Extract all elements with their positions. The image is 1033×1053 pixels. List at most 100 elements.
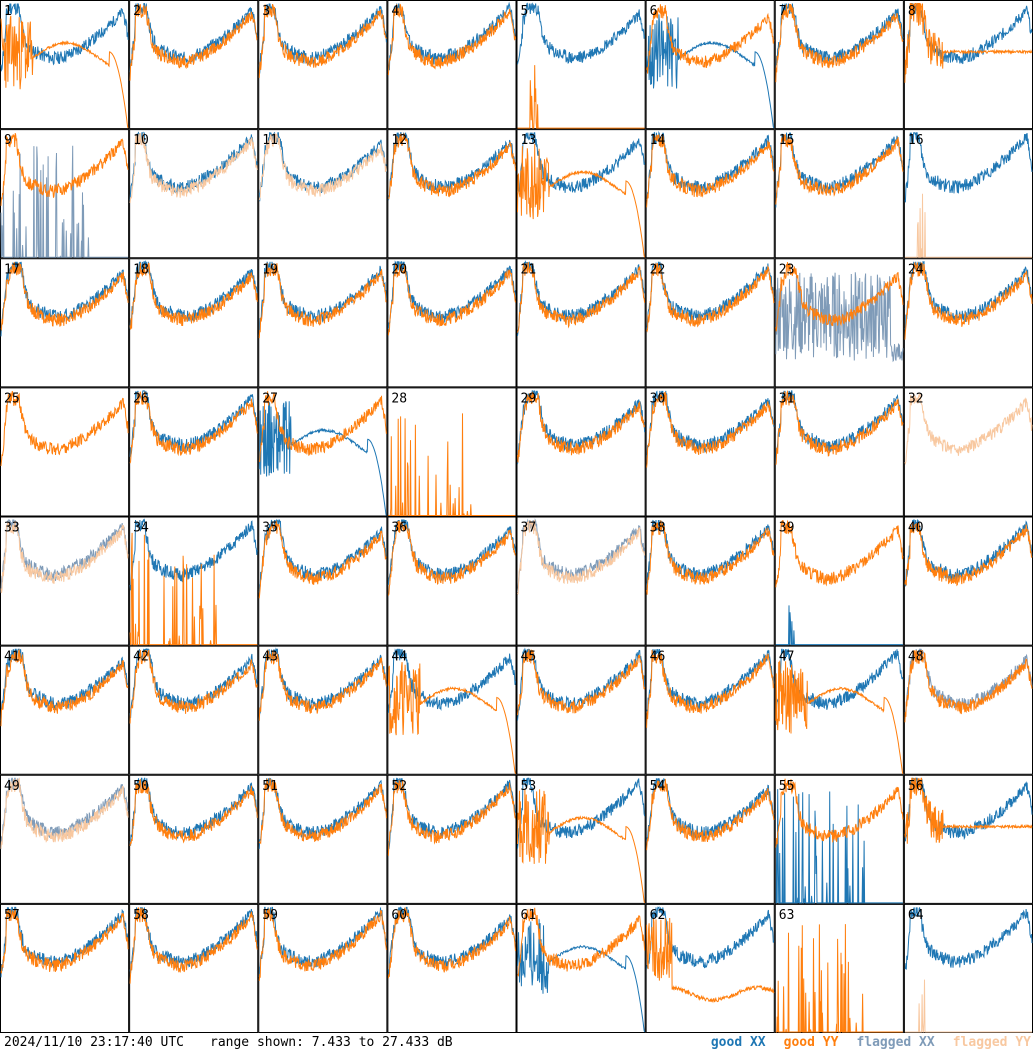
panel-label: 18	[133, 262, 149, 277]
panel-label: 53	[521, 779, 537, 794]
series-yy-line	[0, 391, 129, 467]
panel-label: 57	[4, 908, 20, 923]
panel-label: 2	[133, 4, 141, 19]
panel-44: 44	[387, 645, 517, 775]
series-xx-line	[258, 518, 387, 593]
series-xx-line	[775, 789, 903, 904]
series-yy-line	[129, 3, 258, 81]
legend-flagged-yy: flagged YY	[952, 1035, 1031, 1050]
panel-label: 20	[391, 262, 407, 277]
panel-label: 23	[779, 262, 795, 277]
panel-47: 47	[774, 645, 904, 775]
panel-34: 34	[129, 516, 259, 646]
panel-4: 4	[387, 0, 517, 130]
series-yy-line	[775, 133, 904, 205]
panel-frame	[129, 0, 259, 130]
panel-5: 5	[516, 0, 646, 130]
panel-label: 34	[133, 521, 149, 536]
series-xx-line	[258, 401, 387, 516]
panel-54: 54	[645, 774, 775, 904]
panel-label: 33	[4, 521, 20, 536]
panel-frame	[0, 0, 130, 130]
panel-label: 52	[391, 779, 407, 794]
series-yy-line	[646, 778, 775, 851]
series-xx-line	[904, 131, 1033, 203]
panel-62: 62	[645, 903, 775, 1033]
series-yy-line	[517, 65, 645, 129]
panel-frame	[387, 903, 517, 1033]
panel-frame	[129, 774, 259, 904]
series-xx-line	[517, 2, 646, 65]
panel-33: 33	[0, 516, 130, 646]
legend-good-xx: good XX	[710, 1035, 766, 1050]
panel-label: 63	[779, 908, 795, 923]
panel-17: 17	[0, 258, 130, 388]
series-yy-line	[646, 263, 775, 333]
panel-29: 29	[516, 387, 646, 517]
range-shown: range shown: 7.433 to 27.433 dB	[210, 1035, 453, 1050]
panel-10: 10	[129, 129, 259, 259]
panel-label: 19	[262, 262, 278, 277]
series-yy-line	[129, 133, 258, 204]
series-xx-line	[0, 145, 129, 258]
panel-frame	[258, 129, 388, 259]
panel-57: 57	[0, 903, 130, 1033]
panel-label: 50	[133, 779, 149, 794]
panel-46: 46	[645, 645, 775, 775]
series-yy-line	[517, 261, 646, 333]
panel-41: 41	[0, 645, 130, 775]
panel-18: 18	[129, 258, 259, 388]
panel-27: 27	[258, 387, 388, 517]
panel-7: 7	[774, 0, 904, 130]
series-yy-line	[258, 132, 387, 201]
panel-label: 5	[521, 4, 529, 19]
panel-label: 54	[650, 779, 666, 794]
panel-9: 9	[0, 129, 130, 259]
panel-label: 6	[650, 4, 658, 19]
panel-label: 39	[779, 521, 795, 536]
series-yy-line	[258, 4, 387, 78]
panel-label: 64	[908, 908, 924, 923]
panel-59: 59	[258, 903, 388, 1033]
panel-label: 43	[262, 650, 278, 665]
series-yy-line	[517, 391, 646, 463]
series-yy-line	[258, 519, 387, 599]
panel-label: 44	[391, 650, 407, 665]
series-yy-line	[388, 413, 516, 516]
panel-frame	[774, 516, 904, 646]
series-yy-line	[904, 193, 1032, 258]
series-yy-line	[258, 908, 387, 981]
panel-label: 40	[908, 521, 924, 536]
series-xx-line	[258, 778, 387, 849]
panel-frame	[129, 516, 259, 646]
panel-frame	[774, 903, 904, 1033]
panel-frame	[516, 258, 646, 388]
panel-frame	[774, 258, 904, 388]
panel-label: 61	[521, 908, 537, 923]
series-yy-line	[775, 660, 904, 774]
panel-frame	[0, 645, 130, 775]
legend-flagged-xx: flagged XX	[856, 1035, 935, 1050]
panel-label: 26	[133, 391, 149, 406]
panel-label: 62	[650, 908, 666, 923]
panel-21: 21	[516, 258, 646, 388]
panel-frame	[516, 516, 646, 646]
series-yy-line	[129, 262, 258, 330]
series-yy-line	[775, 924, 903, 1033]
series-yy-line	[0, 649, 129, 727]
series-yy-line	[517, 143, 646, 258]
panel-frame	[774, 0, 904, 130]
panel-60: 60	[387, 903, 517, 1033]
series-xx-line	[517, 647, 646, 721]
panel-frame	[0, 903, 130, 1033]
panel-frame	[645, 645, 775, 775]
panel-35: 35	[258, 516, 388, 646]
panel-12: 12	[387, 129, 517, 259]
panel-label: 58	[133, 908, 149, 923]
panel-frame	[258, 903, 388, 1033]
series-xx-line	[775, 272, 904, 363]
panel-frame	[774, 129, 904, 259]
panel-label: 8	[908, 4, 916, 19]
panel-51: 51	[258, 774, 388, 904]
panel-32: 32	[903, 387, 1033, 517]
